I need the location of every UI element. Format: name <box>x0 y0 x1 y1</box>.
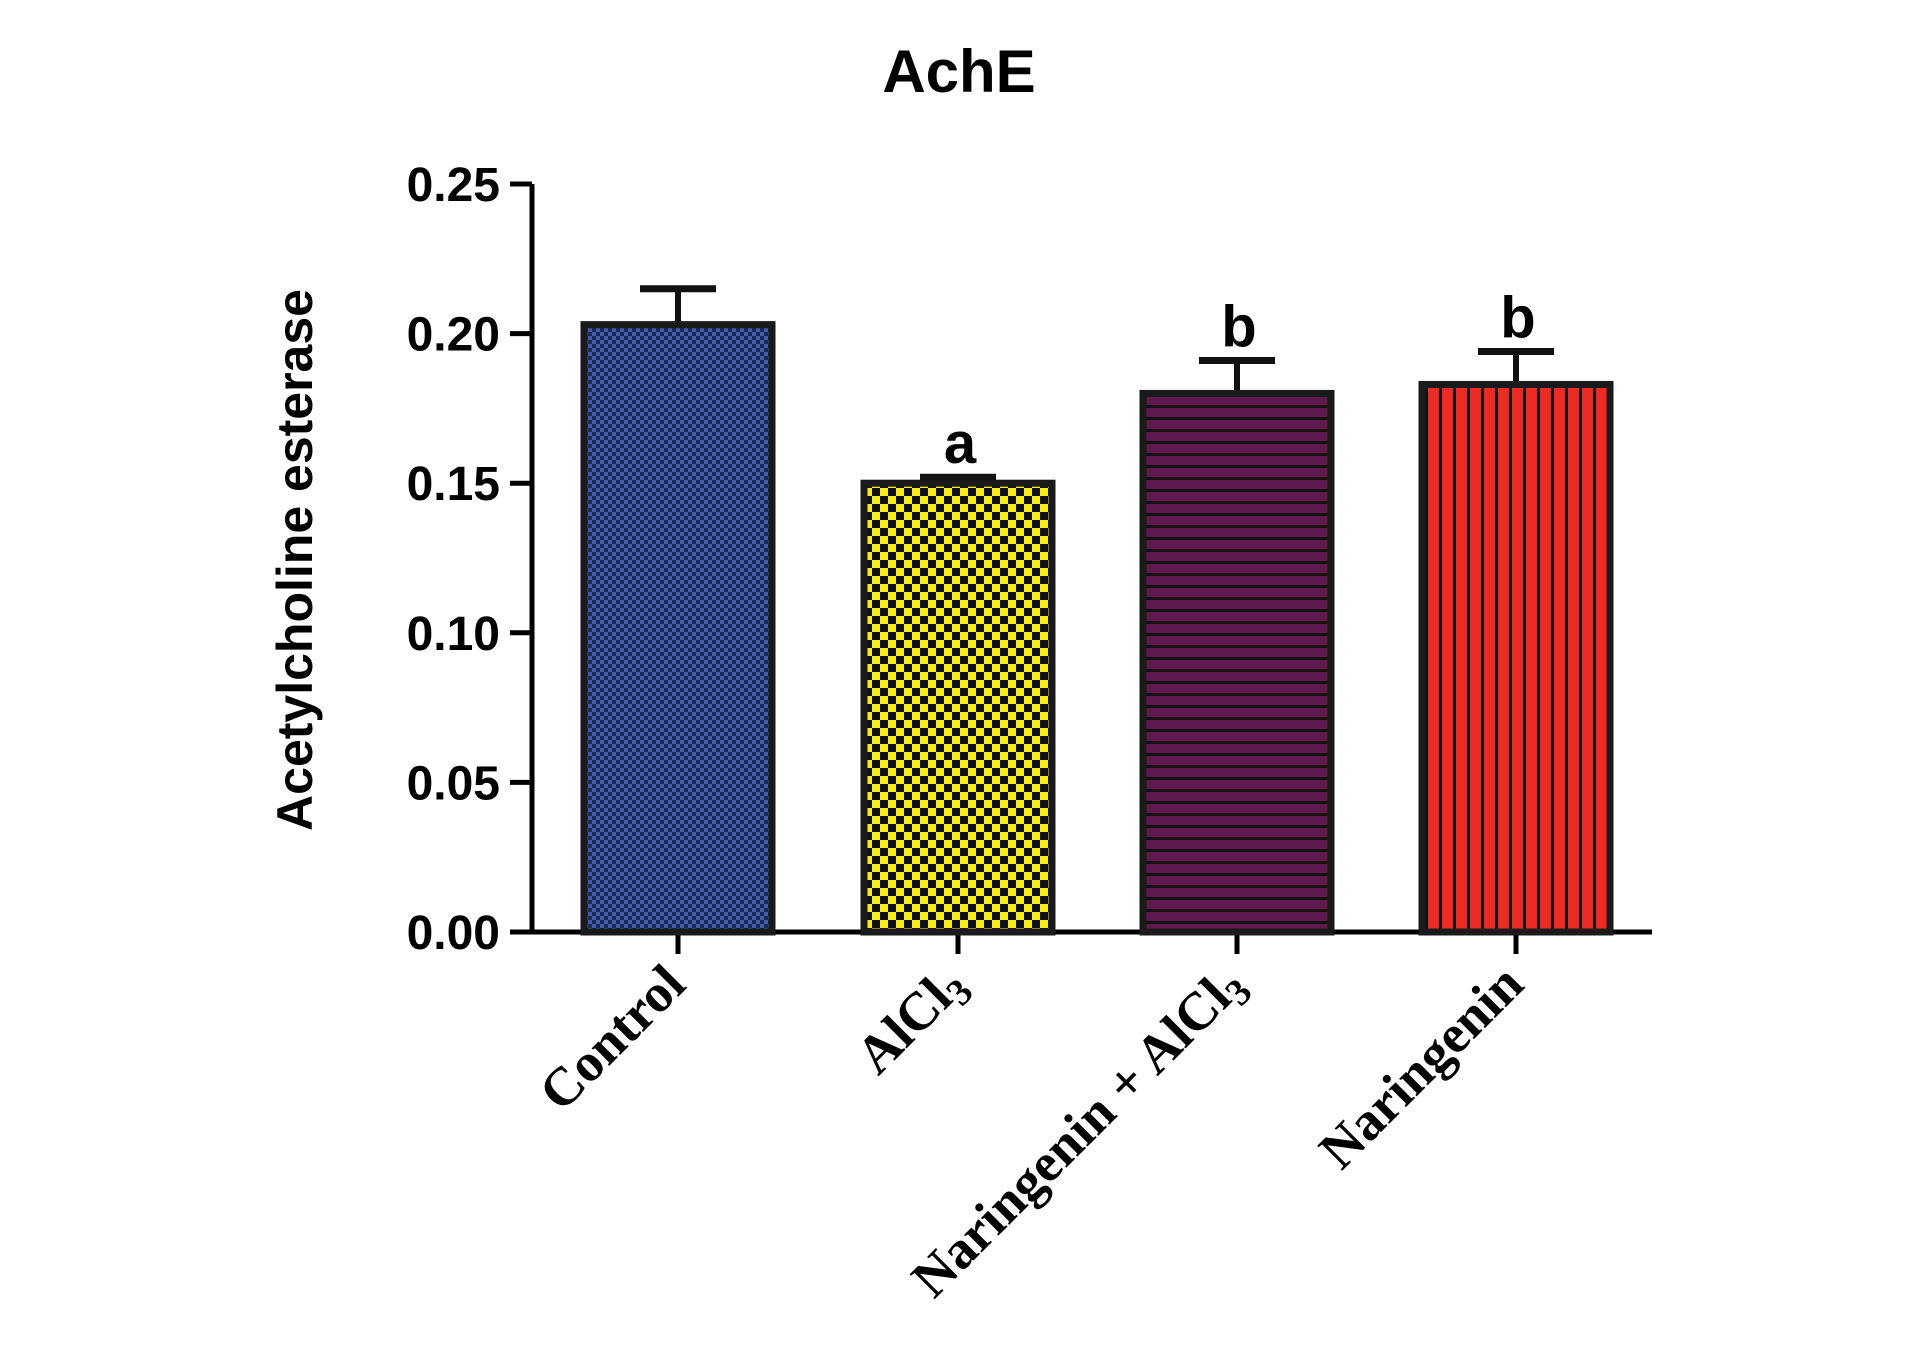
bar <box>580 321 776 936</box>
bar <box>1418 380 1614 936</box>
bar-group: b <box>1139 295 1335 936</box>
bar-group: b <box>1418 286 1614 936</box>
bar <box>860 479 1056 936</box>
chart-title: AchE <box>882 38 1035 105</box>
bar-group: a <box>860 411 1056 936</box>
y-tick-label: 0.15 <box>407 458 500 511</box>
y-axis: 0.00 0.05 0.10 0.15 0.20 0.25 <box>407 159 535 960</box>
x-tick-label: Control <box>527 953 696 1122</box>
bar <box>1139 389 1335 936</box>
bar-group <box>580 285 776 936</box>
y-axis-label: Acetylcholine esterase <box>267 289 323 831</box>
significance-label: b <box>1221 295 1256 360</box>
bars: a b b <box>580 285 1614 936</box>
y-tick-label: 0.05 <box>407 757 500 810</box>
x-tick-label: Naringenin <box>1307 953 1534 1180</box>
x-tick-label: AlCl3 <box>844 953 981 1090</box>
significance-label: a <box>944 411 977 476</box>
y-tick-label: 0.20 <box>407 309 500 362</box>
y-tick-label: 0.00 <box>407 907 500 960</box>
y-tick-label: 0.10 <box>407 608 500 661</box>
significance-label: b <box>1500 286 1535 351</box>
y-tick-label: 0.25 <box>407 159 500 212</box>
